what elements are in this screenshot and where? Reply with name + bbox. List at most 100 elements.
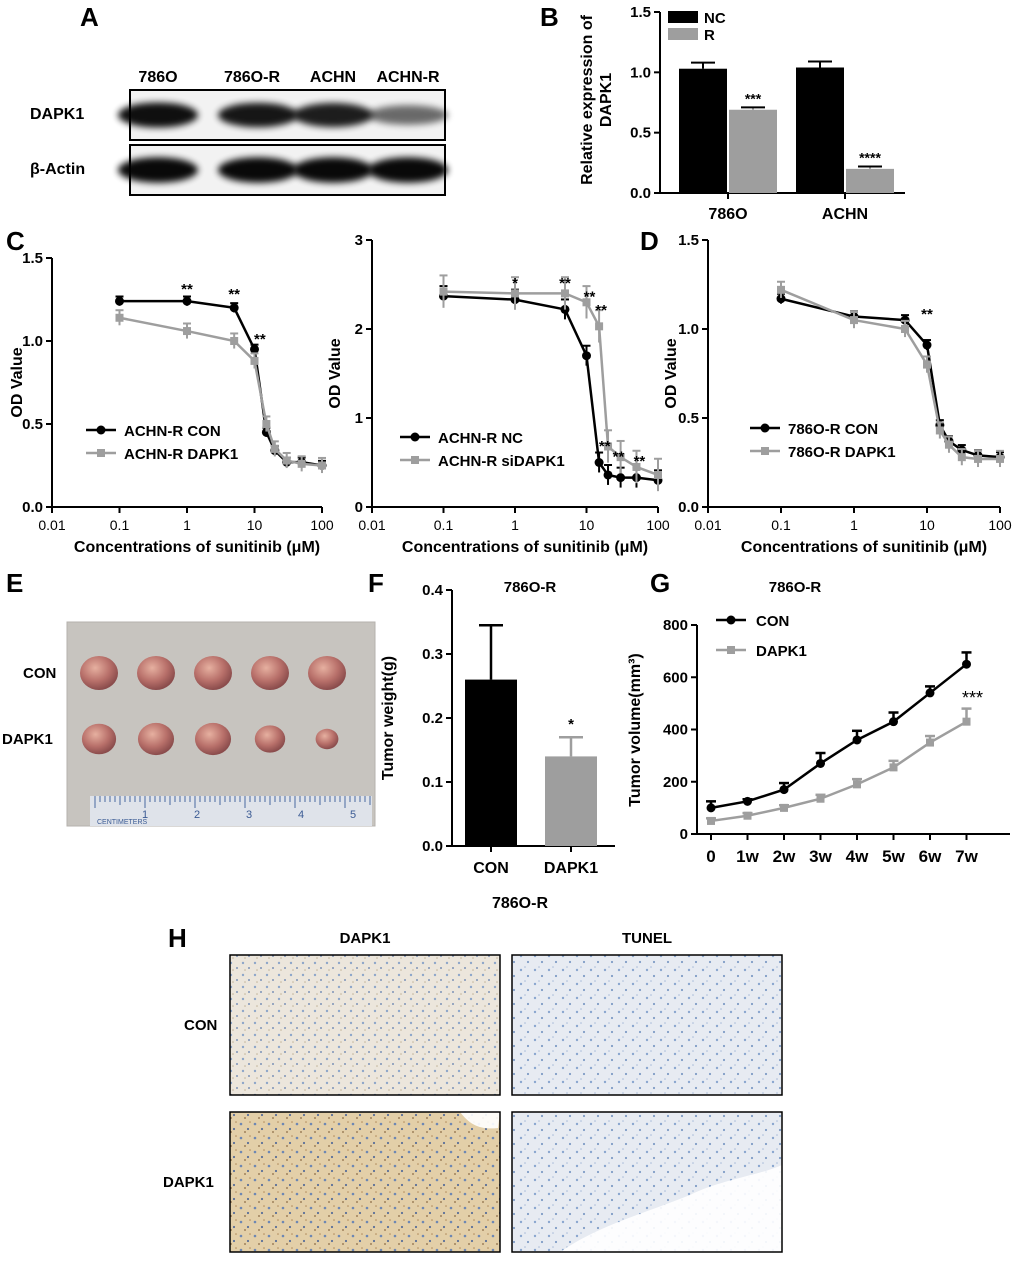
data-point — [632, 462, 641, 471]
data-point — [318, 461, 326, 470]
chart-f-tumor-weight: 0.0 0.1 0.2 0.3 0.4 Tumor weight(g) 786O-R CON D… — [380, 579, 615, 877]
y-tick-label: 0.2 — [422, 710, 443, 727]
y-tick-label: 0.5 — [22, 416, 43, 433]
blot-band — [368, 157, 448, 183]
x-tick-label: DAPK1 — [544, 860, 598, 877]
blot-lane-label: ACHN-R — [376, 69, 440, 86]
chart-d-786o-r-dapk1: 0.0 0.5 1.0 1.5 OD Value 0.01 0.1 1 10 100Concent… — [663, 232, 1012, 556]
ruler-number: 1 — [142, 809, 148, 821]
y-tick-label: 1.5 — [630, 4, 651, 21]
ihc-image-border — [229, 954, 501, 1096]
data-point — [115, 296, 124, 306]
blot-band — [118, 157, 198, 183]
data-point — [957, 453, 966, 462]
tissue-gap — [560, 1165, 782, 1252]
legend-swatch — [668, 28, 698, 40]
data-point — [654, 470, 662, 479]
x-tick-label: 100 — [988, 517, 1012, 533]
series-line — [443, 290, 659, 477]
y-axis-label: OD Value — [663, 338, 680, 408]
ihc-image-border — [511, 1111, 783, 1253]
data-point — [511, 289, 519, 298]
data-point — [926, 738, 934, 747]
chart-g-tumor-volume: 0 200 400 600 800 Tumor volume(mm³) 786O-R 0 1w 2… — [627, 579, 1010, 866]
data-point — [297, 459, 306, 468]
x-tick-label: 1w — [736, 847, 759, 866]
legend-marker — [96, 425, 106, 435]
legend-marker — [411, 456, 419, 464]
x-tick-label: 786O — [708, 206, 747, 223]
y-tick-label: 200 — [663, 774, 688, 791]
legend-label: NC — [704, 10, 726, 27]
y-tick-label: 0.5 — [630, 125, 651, 142]
data-point — [743, 796, 752, 806]
legend-label: ACHN-R CON — [124, 423, 221, 440]
blot-band — [368, 105, 448, 125]
tumor — [80, 656, 118, 690]
blot-row-label: β-Actin — [30, 161, 85, 178]
data-point — [996, 454, 1004, 463]
ihc-image-border — [229, 1111, 501, 1253]
bar — [729, 109, 777, 193]
legend-marker — [410, 432, 420, 442]
bar — [679, 68, 727, 193]
significance-label: ** — [559, 275, 571, 292]
data-point — [183, 327, 191, 336]
blot-lane-label: ACHN — [310, 69, 356, 86]
y-tick-label: 400 — [663, 722, 688, 739]
y-tick-label: 0.0 — [422, 838, 443, 855]
ihc-image-border — [511, 954, 783, 1096]
y-axis-label: Relative expression of — [579, 14, 596, 185]
y-tick-label: 1 — [355, 410, 363, 427]
significance-label: *** — [745, 90, 762, 106]
tumor-row-label: DAPK1 — [2, 731, 53, 748]
data-point — [853, 780, 861, 789]
ihc-image — [230, 1112, 500, 1252]
x-axis-label: Concentrations of sunitinib (μM) — [741, 539, 987, 556]
data-point — [250, 344, 259, 354]
data-point — [935, 426, 944, 435]
x-tick-label: 3w — [809, 847, 832, 866]
legend-label: CON — [756, 613, 789, 630]
y-tick-label: 1.5 — [22, 250, 43, 267]
significance-label: ** — [254, 331, 266, 348]
panel-label-g: G — [650, 568, 670, 598]
y-tick-label: 1.5 — [678, 232, 699, 249]
y-tick-label: 2 — [355, 321, 363, 338]
data-point — [779, 785, 789, 795]
tumor-row-label: CON — [23, 665, 56, 682]
significance-label: * — [512, 275, 518, 292]
tumor-photo: CON DAPK1 1 2 3 4 5 CENTIMETERS — [2, 621, 376, 827]
x-tick-label: 1 — [850, 517, 858, 533]
chart-b-expression-bar: 0.0 0.5 1.0 1.5 Relative expression of DAPK1 7… — [579, 4, 905, 223]
x-tick-label: 0.01 — [694, 517, 721, 533]
data-point — [229, 303, 239, 313]
y-tick-label: 1.0 — [678, 321, 699, 338]
blot-band — [218, 102, 298, 128]
x-tick-label: 100 — [310, 517, 334, 533]
y-axis-label: Tumor weight(g) — [380, 656, 397, 780]
data-point — [115, 313, 124, 322]
ruler-number: 3 — [246, 809, 252, 821]
y-axis-label: Tumor volume(mm³) — [627, 653, 644, 806]
y-tick-label: 0.5 — [678, 410, 699, 427]
blot-band — [118, 102, 198, 128]
data-point — [777, 285, 785, 294]
legend-marker — [97, 449, 105, 457]
data-point — [743, 811, 752, 820]
legend-label: 786O-R DAPK1 — [788, 444, 896, 461]
data-point — [262, 420, 271, 428]
data-point — [901, 325, 910, 333]
tumor — [137, 722, 175, 756]
blot-band — [218, 157, 298, 183]
data-point — [270, 444, 279, 453]
legend-label: ACHN-R DAPK1 — [124, 446, 238, 463]
tumor — [137, 656, 175, 690]
blot-lane-label: 786O-R — [224, 69, 280, 86]
bar — [465, 679, 517, 846]
data-point — [850, 316, 858, 325]
data-point — [282, 456, 291, 465]
x-tick-label: 0.01 — [38, 517, 65, 533]
data-point — [582, 298, 591, 307]
y-tick-label: 1.0 — [22, 333, 43, 350]
